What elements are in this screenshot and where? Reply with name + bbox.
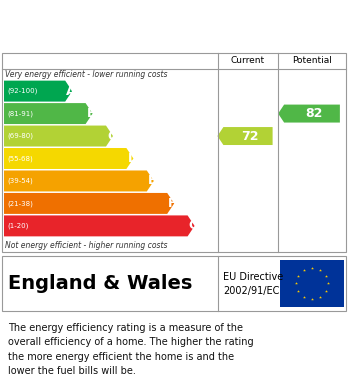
Text: G: G [189, 219, 199, 232]
Polygon shape [4, 126, 113, 147]
Polygon shape [4, 215, 195, 237]
Polygon shape [218, 127, 272, 145]
Polygon shape [4, 170, 154, 192]
Text: D: D [127, 152, 138, 165]
Text: E: E [148, 174, 156, 187]
Text: EU Directive: EU Directive [223, 272, 283, 282]
Text: The energy efficiency rating is a measure of the
overall efficiency of a home. T: The energy efficiency rating is a measur… [8, 323, 254, 376]
Bar [280, 260, 344, 307]
Text: England & Wales: England & Wales [8, 274, 192, 294]
Polygon shape [4, 103, 93, 124]
Text: Potential: Potential [292, 56, 332, 65]
Text: (55-68): (55-68) [7, 155, 33, 162]
Text: B: B [87, 107, 96, 120]
Text: Very energy efficient - lower running costs: Very energy efficient - lower running co… [5, 70, 167, 79]
Text: Current: Current [231, 56, 265, 65]
Text: (1-20): (1-20) [7, 222, 29, 229]
Text: (39-54): (39-54) [7, 178, 33, 184]
Text: (81-91): (81-91) [7, 110, 33, 117]
Text: 2002/91/EC: 2002/91/EC [223, 286, 279, 296]
Text: C: C [107, 129, 116, 143]
Text: (21-38): (21-38) [7, 200, 33, 207]
Polygon shape [4, 193, 174, 214]
Text: F: F [168, 197, 177, 210]
Text: 72: 72 [241, 129, 259, 143]
Text: (92-100): (92-100) [7, 88, 37, 94]
Text: 82: 82 [305, 107, 323, 120]
Text: (69-80): (69-80) [7, 133, 33, 139]
Polygon shape [278, 104, 340, 122]
Text: A: A [66, 84, 76, 98]
Polygon shape [4, 81, 72, 102]
Polygon shape [4, 148, 133, 169]
Text: Energy Efficiency Rating: Energy Efficiency Rating [10, 19, 239, 37]
Text: Not energy efficient - higher running costs: Not energy efficient - higher running co… [5, 240, 167, 249]
